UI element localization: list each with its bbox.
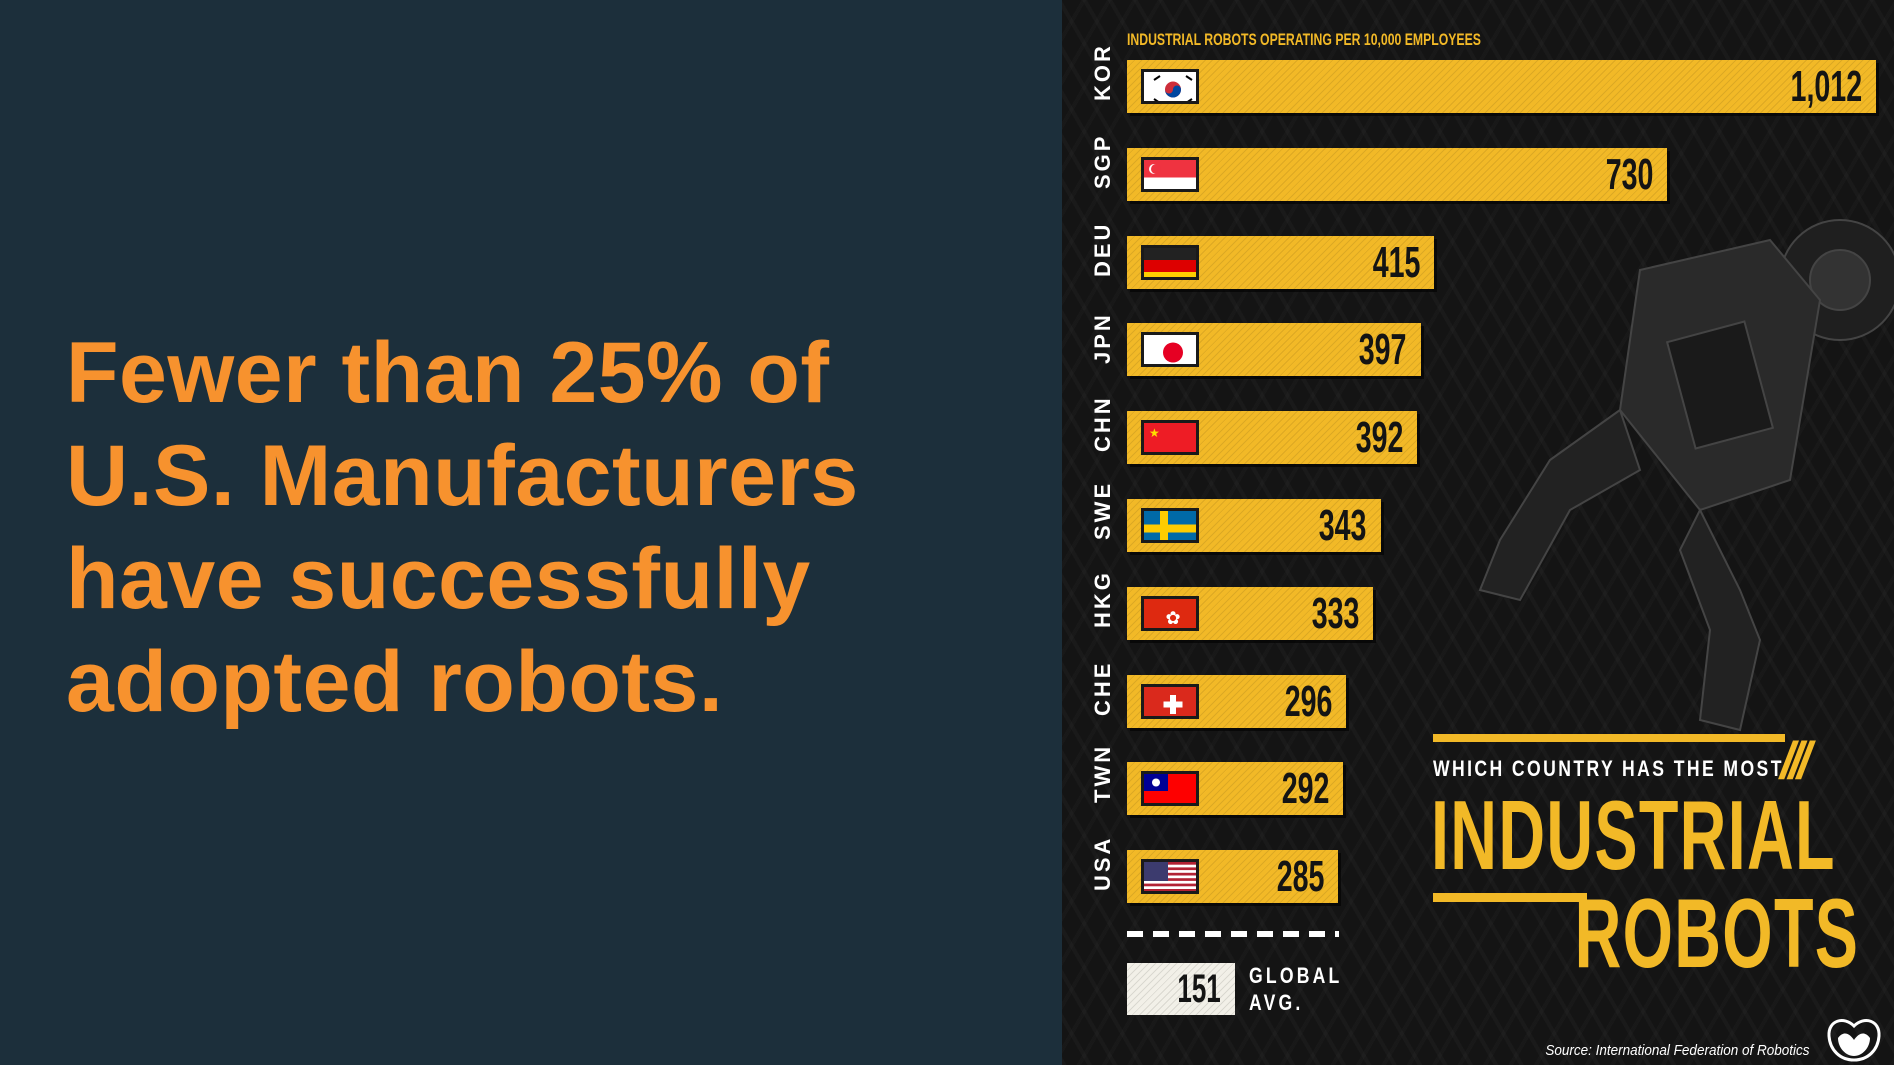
- chart-subtitle: INDUSTRIAL ROBOTS OPERATING PER 10,000 E…: [1127, 30, 1481, 49]
- bar-value-label: 343: [1319, 501, 1367, 550]
- bar-value-label: 296: [1284, 676, 1333, 726]
- country-code-label: SGP: [1090, 133, 1115, 189]
- country-code-label: JPN: [1090, 312, 1115, 365]
- flag-deu-icon: [1141, 244, 1199, 280]
- headline-line: U.S. Manufacturers: [66, 428, 859, 524]
- svg-text:✿: ✿: [1165, 608, 1180, 628]
- headline-line: adopted robots.: [66, 634, 724, 730]
- bar-deu: 415: [1127, 235, 1435, 289]
- flag-che-icon: [1141, 683, 1199, 719]
- bar-value-label: 730: [1605, 149, 1654, 199]
- bar-che: 296: [1127, 674, 1347, 728]
- title-rule: [1433, 734, 1785, 742]
- global-average-box: 151: [1127, 963, 1235, 1015]
- bar-sgp: 730: [1127, 147, 1668, 201]
- headline-line: have successfully: [66, 531, 811, 627]
- title-kicker: WHICH COUNTRY HAS THE MOST: [1433, 756, 1784, 781]
- bar-chn: ★ 392: [1127, 411, 1418, 465]
- country-code-label: TWN: [1090, 744, 1115, 804]
- headline: Fewer than 25% of U.S. Manufacturers hav…: [66, 322, 859, 734]
- title-line-2: ROBOTS: [1574, 878, 1859, 988]
- bar-hkg: ✿ 333: [1127, 586, 1374, 640]
- country-code-label: HKG: [1090, 569, 1115, 628]
- country-code-label: CHN: [1090, 395, 1115, 453]
- bar-kor: 1,012: [1127, 60, 1876, 113]
- global-average-label: GLOBAL AVG.: [1249, 962, 1343, 1016]
- brand-logo-icon: [1827, 1019, 1881, 1062]
- bar-value-label: 285: [1276, 852, 1324, 902]
- headline-line: Fewer than 25% of: [66, 325, 830, 421]
- global-average-value: 151: [1177, 967, 1221, 1011]
- bar-jpn: 397: [1127, 323, 1421, 377]
- bar-value-label: 292: [1281, 764, 1330, 814]
- svg-text:★: ★: [1149, 426, 1160, 440]
- bar-usa: 285: [1127, 850, 1338, 904]
- flag-kor-icon: [1141, 69, 1199, 104]
- country-code-label: USA: [1090, 835, 1115, 892]
- bar-value-label: 397: [1359, 325, 1407, 375]
- flag-jpn-icon: [1141, 332, 1199, 368]
- title-line-1: INDUSTRIAL: [1431, 780, 1836, 890]
- bar-swe: 343: [1127, 499, 1381, 552]
- divider-dashed-line: [1127, 931, 1339, 937]
- flag-hkg-icon: ✿: [1141, 595, 1199, 631]
- title-rule: [1433, 893, 1587, 902]
- headline-panel: Fewer than 25% of U.S. Manufacturers hav…: [66, 322, 859, 734]
- global-average-label-line: AVG.: [1249, 990, 1304, 1015]
- flag-swe-icon: [1141, 508, 1199, 543]
- bar-twn: 292: [1127, 762, 1344, 816]
- source-note: Source: International Federation of Robo…: [1545, 1042, 1810, 1059]
- bar-value-label: 333: [1311, 588, 1360, 638]
- flag-chn-icon: ★: [1141, 420, 1199, 456]
- flag-sgp-icon: [1141, 156, 1199, 192]
- country-code-label: KOR: [1090, 43, 1115, 101]
- flag-twn-icon: [1141, 771, 1199, 807]
- country-code-label: SWE: [1090, 480, 1115, 540]
- global-average-label-line: GLOBAL: [1249, 963, 1343, 988]
- country-code-label: DEU: [1090, 221, 1115, 277]
- robot-arm-image: [1478, 219, 1894, 732]
- country-code-label: CHE: [1090, 660, 1115, 716]
- bar-value-label: 1,012: [1790, 62, 1862, 111]
- bar-value-label: 392: [1355, 413, 1404, 463]
- flag-usa-icon: [1141, 859, 1199, 895]
- bar-value-label: 415: [1372, 237, 1421, 287]
